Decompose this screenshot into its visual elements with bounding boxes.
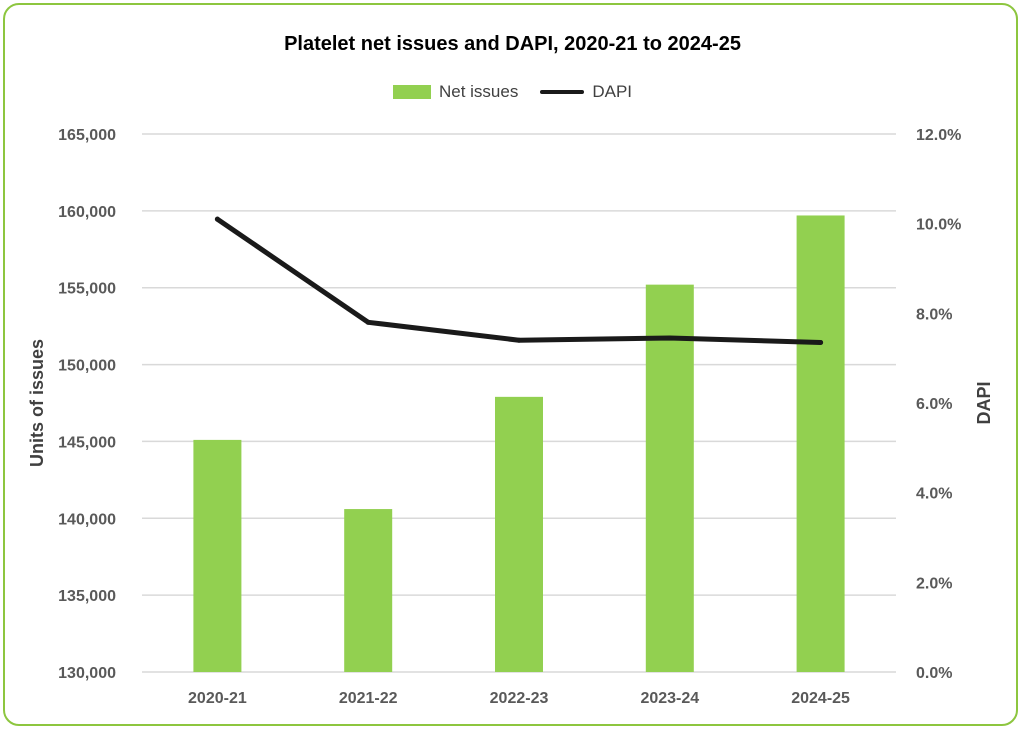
y-right-axis-title: DAPI (974, 381, 994, 424)
x-tick-label: 2024-25 (791, 690, 850, 707)
dapi-point (214, 216, 220, 222)
y-tick-label: 145,000 (58, 434, 116, 451)
legend-item-net-issues: Net issues (392, 82, 519, 102)
y-right-tick-label: 0.0% (916, 665, 952, 682)
dapi-point (365, 319, 371, 325)
y-tick-label: 155,000 (58, 281, 116, 298)
legend-item-dapi: DAPI (540, 82, 632, 102)
x-tick-label: 2022-23 (490, 690, 549, 707)
y-right-tick-label: 8.0% (916, 306, 952, 323)
y-right-tick-label: 6.0% (916, 396, 952, 413)
bar (645, 284, 694, 672)
y-tick-label: 150,000 (58, 358, 116, 375)
dapi-point (667, 335, 673, 341)
y-tick-label: 135,000 (58, 588, 116, 605)
y-axis-title: Units of issues (27, 339, 47, 467)
bar (796, 215, 845, 672)
dapi-point (516, 337, 522, 343)
bar (193, 439, 242, 672)
y-right-tick-label: 12.0% (916, 127, 961, 144)
x-tick-label: 2020-21 (188, 690, 247, 707)
bar (344, 509, 393, 672)
y-right-tick-label: 2.0% (916, 575, 952, 592)
y-tick-label: 165,000 (58, 127, 116, 144)
y-right-tick-label: 4.0% (916, 486, 952, 503)
y-tick-label: 160,000 (58, 204, 116, 221)
chart-legend: Net issues DAPI (0, 80, 1025, 104)
dapi-line (214, 216, 824, 345)
y-tick-label: 130,000 (58, 665, 116, 682)
x-tick-label: 2021-22 (339, 690, 398, 707)
chart-title: Platelet net issues and DAPI, 2020-21 to… (284, 33, 741, 55)
legend-swatch-bar (392, 85, 431, 99)
dapi-point (818, 339, 824, 345)
y-right-tick-label: 10.0% (916, 217, 961, 234)
legend-label-net-issues: Net issues (438, 82, 519, 101)
x-tick-label: 2023-24 (640, 690, 699, 707)
legend-swatch-line (540, 90, 585, 94)
y-tick-label: 140,000 (58, 511, 116, 528)
bar (495, 396, 543, 672)
legend-label-dapi: DAPI (592, 82, 633, 101)
